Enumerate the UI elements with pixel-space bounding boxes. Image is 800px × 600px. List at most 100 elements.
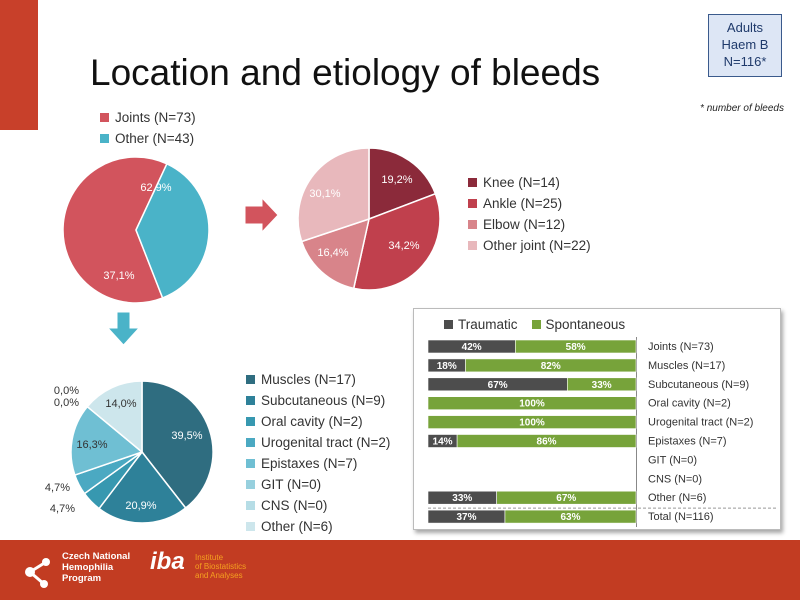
legend-swatch [468, 220, 477, 229]
legend-label-traumatic: Traumatic [458, 317, 518, 332]
legend-item-git: GIT (N=0) [246, 474, 390, 495]
iba-name: Institute of Biostatistics and Analyses [195, 553, 246, 580]
legend-label: Urogenital tract (N=2) [261, 435, 391, 450]
legend-item-subcutaneous: Subcutaneous (N=9) [246, 390, 390, 411]
bar-category-other: Other (N=6) [648, 492, 706, 504]
pie-slice-muscles [141, 380, 214, 510]
bar-label-traumatic-muscles: 18% [437, 361, 457, 372]
legend-label: Other (N=43) [115, 131, 195, 146]
bar-label-spontaneous-urogenital-tract: 100% [519, 418, 545, 429]
bar-legend: Traumatic Spontaneous [444, 317, 639, 332]
bar-label-spontaneous-subcutaneous: 33% [592, 380, 612, 391]
legend-swatch [246, 501, 255, 510]
info-box-line-1: Adults [726, 20, 764, 35]
org-name: Czech National Hemophilia Program [62, 551, 130, 584]
pie-label-elbow: 16,4% [317, 247, 348, 259]
legend-item-epistaxes: Epistaxes (N=7) [246, 453, 390, 474]
bar-spontaneous-joints [515, 339, 637, 354]
legend-swatch [246, 396, 255, 405]
bar-label-spontaneous-oral-cavity: 100% [519, 399, 545, 410]
network-logo-icon [25, 558, 50, 588]
page-title: Location and etiology of bleeds [90, 52, 601, 93]
bar-label-spontaneous-other: 67% [556, 493, 576, 504]
legend-label: CNS (N=0) [261, 498, 328, 513]
pie-label-joints: 62,9% [140, 182, 171, 194]
bar-label-traumatic-joints: 42% [462, 342, 482, 353]
legend-label: Epistaxes (N=7) [261, 456, 358, 471]
legend-item-knee: Knee (N=14) [468, 172, 591, 193]
org-line-1: Czech National [62, 551, 131, 562]
pie-slice-ankle [352, 192, 441, 291]
pie-label-cns: 0,0% [54, 385, 79, 397]
legend-item-cns: CNS (N=0) [246, 495, 390, 516]
legend-item-other: Other (N=43) [100, 128, 196, 149]
legend-item-spontaneous: Spontaneous [531, 317, 626, 332]
pie-slice-subcutaneous [97, 450, 187, 524]
legend-other: Muscles (N=17) Subcutaneous (N=9) Oral cav… [246, 369, 390, 537]
legend-item-elbow: Elbow (N=12) [468, 214, 591, 235]
pie-joints: 19,2% 34,2% 16,4% 30,1% [297, 147, 441, 291]
info-box-line-3: N=116* [723, 54, 767, 69]
legend-label: Ankle (N=25) [483, 196, 563, 211]
bar-label-traumatic-epistaxes: 14% [433, 437, 453, 448]
bar-spontaneous-epistaxes [456, 434, 637, 448]
legend-label: Subcutaneous (N=9) [261, 393, 386, 408]
accent-tab [0, 0, 38, 130]
bar-label-traumatic-total: 37% [456, 512, 476, 523]
pie-label-oral-cavity: 4,7% [50, 503, 75, 515]
footnote: * number of bleeds [700, 103, 784, 114]
pie-slice-other [135, 162, 210, 299]
legend-swatch [246, 480, 255, 489]
pie-label-knee: 19,2% [381, 174, 412, 186]
bar-label-traumatic-subcutaneous: 67% [488, 380, 508, 391]
pie-slice-other [86, 380, 143, 454]
legend-label: Oral cavity (N=2) [261, 414, 363, 429]
legend-swatch [100, 113, 109, 122]
pie-label-epistaxes: 16,3% [76, 439, 107, 451]
bar-label-spontaneous-joints: 58% [566, 342, 586, 353]
iba-line-3: and Analyses [195, 571, 243, 580]
pie-main: 62,9% 37,1% [62, 156, 210, 304]
legend-swatch [246, 417, 255, 426]
bar-spontaneous-subcutaneous [567, 377, 637, 392]
legend-label: Joints (N=73) [115, 110, 196, 125]
pie-slice-epistaxes [70, 405, 144, 477]
bar-spontaneous-muscles [465, 358, 637, 373]
bar-label-spontaneous-muscles: 82% [541, 361, 561, 372]
legend-label: Muscles (N=17) [261, 372, 356, 387]
pie-slice-other-joint [297, 147, 370, 243]
legend-item-other-joint: Other joint (N=22) [468, 235, 591, 256]
bar-category-cns: CNS (N=0) [648, 473, 702, 485]
pie-label-other-joint: 30,1% [309, 188, 340, 200]
legend-swatch-traumatic [444, 320, 453, 329]
bar-spontaneous-oral-cavity [427, 396, 637, 410]
legend-swatch [246, 438, 255, 447]
bar-spontaneous-total [504, 509, 637, 524]
bar-category-epistaxes: Epistaxes (N=7) [648, 436, 727, 448]
legend-swatch [468, 199, 477, 208]
legend-label-spontaneous: Spontaneous [545, 317, 626, 332]
pie-other: 39,5% 20,9% 4,7% 4,7% 16,3% 0,0%0,0% 14,0% [45, 380, 214, 524]
bar-chart: 42% 58% Joints (N=73) 18% 82% Muscles (N=17) 6… [427, 337, 776, 527]
down-arrow-icon [106, 311, 141, 346]
right-arrow-icon [244, 196, 279, 234]
pie-label-ankle: 34,2% [388, 240, 419, 252]
info-box-line-2: Haem B [721, 37, 769, 52]
legend-swatch [100, 134, 109, 143]
legend-item-traumatic: Traumatic [444, 317, 518, 332]
bar-label-spontaneous-epistaxes: 86% [537, 437, 557, 448]
legend-item-urogenital-tract: Urogenital tract (N=2) [246, 432, 390, 453]
bar-category-total: Total (N=116) [648, 511, 714, 523]
legend-swatch [246, 459, 255, 468]
bar-category-urogenital-tract: Urogenital tract (N=2) [648, 417, 753, 429]
bar-category-subcutaneous: Subcutaneous (N=9) [648, 379, 749, 391]
legend-swatch [246, 522, 255, 531]
legend-label: Knee (N=14) [483, 175, 560, 190]
pie-label-other: 14,0% [105, 398, 136, 410]
bar-label-spontaneous-total: 63% [560, 512, 580, 523]
org-line-2: Hemophilia [62, 562, 114, 573]
bar-category-muscles: Muscles (N=17) [648, 360, 725, 372]
pie-label-urogenital-tract: 4,7% [45, 482, 70, 494]
legend-item-oral-cavity: Oral cavity (N=2) [246, 411, 390, 432]
legend-label: Other joint (N=22) [483, 238, 591, 253]
